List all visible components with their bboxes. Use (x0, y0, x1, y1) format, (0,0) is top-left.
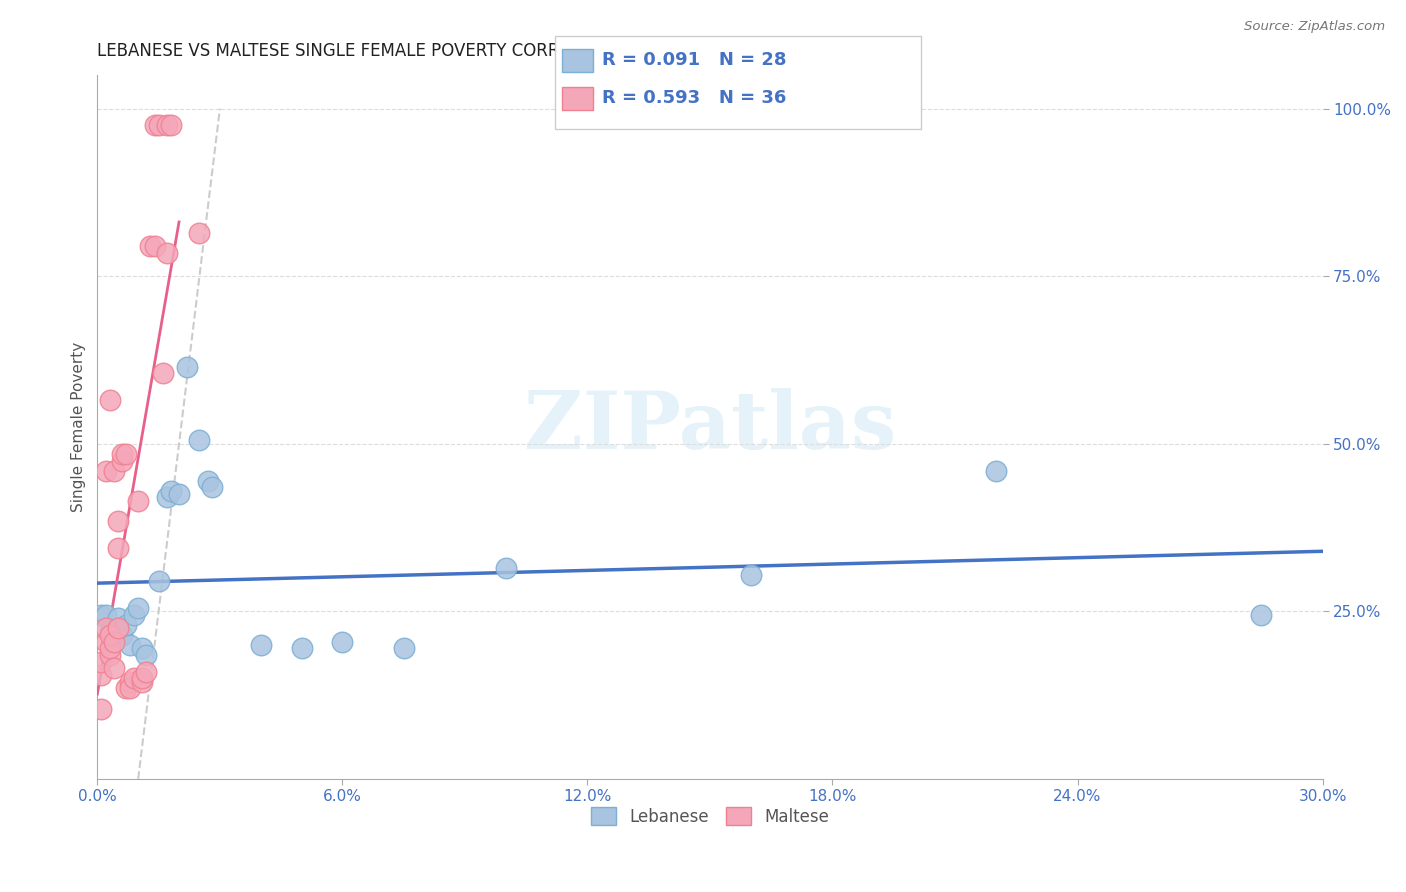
Point (135, 665, 157, 679)
Point (107, 514, 129, 528)
Point (392, 641, 415, 656)
Point (984, 464, 1007, 478)
Point (135, 648, 157, 662)
Point (290, 641, 312, 656)
Point (94, 464, 117, 478)
Point (131, 641, 153, 656)
Text: ZIPatlas: ZIPatlas (524, 388, 896, 466)
Point (160, 119, 183, 133)
Point (188, 434, 211, 448)
Point (127, 493, 149, 508)
Point (90, 668, 112, 682)
Point (118, 674, 141, 689)
Text: R = 0.593   N = 36: R = 0.593 N = 36 (602, 89, 786, 107)
Point (148, 119, 170, 133)
Point (143, 119, 166, 133)
Point (111, 447, 134, 461)
Point (115, 681, 138, 696)
Point (152, 367, 174, 381)
Point (160, 483, 183, 498)
Point (122, 607, 145, 622)
Point (127, 601, 149, 615)
Point (1250, 607, 1272, 622)
Point (98, 648, 121, 662)
Point (94, 634, 117, 648)
Text: Source: ZipAtlas.com: Source: ZipAtlas.com (1244, 20, 1385, 33)
Point (103, 464, 125, 478)
Point (98, 641, 121, 656)
Point (139, 239, 162, 253)
Point (740, 567, 762, 582)
Point (107, 621, 129, 635)
Point (90, 701, 112, 715)
Point (332, 634, 354, 648)
Text: R = 0.091   N = 28: R = 0.091 N = 28 (602, 51, 786, 69)
Point (188, 226, 211, 240)
Point (94, 607, 117, 622)
Point (118, 638, 141, 652)
Point (197, 474, 219, 488)
Point (118, 681, 141, 696)
Point (107, 541, 129, 555)
Point (98, 628, 121, 642)
Point (103, 631, 125, 645)
Point (90, 655, 112, 669)
Text: LEBANESE VS MALTESE SINGLE FEMALE POVERTY CORRELATION CHART: LEBANESE VS MALTESE SINGLE FEMALE POVERT… (97, 42, 692, 60)
Point (103, 634, 125, 648)
Point (249, 638, 271, 652)
Legend: Lebanese, Maltese: Lebanese, Maltese (582, 799, 837, 834)
Point (115, 447, 138, 461)
Point (94, 621, 117, 635)
Point (103, 661, 125, 675)
Point (98, 393, 121, 408)
Point (495, 561, 517, 575)
Point (122, 672, 145, 686)
Point (115, 617, 138, 632)
Point (131, 672, 153, 686)
Point (148, 574, 170, 589)
Point (131, 674, 153, 689)
Point (143, 239, 166, 253)
Y-axis label: Single Female Poverty: Single Female Poverty (72, 342, 86, 512)
Point (201, 480, 224, 494)
Point (176, 359, 198, 374)
Point (111, 453, 134, 467)
Point (90, 607, 112, 622)
Point (156, 119, 179, 133)
Point (111, 628, 134, 642)
Point (156, 491, 179, 505)
Point (156, 245, 179, 260)
Point (98, 624, 121, 639)
Point (107, 611, 129, 625)
Point (167, 487, 190, 501)
